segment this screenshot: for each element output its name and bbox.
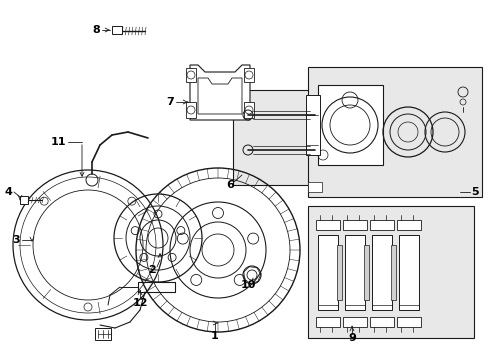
Text: 2: 2: [148, 265, 156, 275]
Bar: [369, 317, 393, 327]
Bar: [317, 235, 337, 310]
Text: 7: 7: [166, 97, 174, 107]
Bar: [307, 67, 481, 197]
Bar: [317, 85, 382, 165]
Text: 11: 11: [50, 137, 65, 147]
Bar: [363, 245, 368, 300]
Bar: [232, 90, 327, 185]
Bar: [307, 182, 321, 192]
Bar: [244, 68, 253, 82]
Bar: [112, 26, 122, 34]
Bar: [185, 102, 196, 118]
Text: 5: 5: [470, 187, 478, 197]
Bar: [371, 235, 391, 310]
Bar: [369, 220, 393, 230]
Text: 3: 3: [12, 235, 20, 245]
Text: 6: 6: [225, 180, 233, 190]
Bar: [185, 68, 196, 82]
Bar: [307, 206, 473, 338]
Text: 1: 1: [211, 331, 219, 341]
Bar: [315, 220, 339, 230]
Text: 10: 10: [240, 280, 255, 290]
Text: 4: 4: [4, 187, 12, 197]
Bar: [244, 102, 253, 118]
Bar: [396, 317, 420, 327]
Text: 9: 9: [347, 333, 355, 343]
Polygon shape: [190, 65, 249, 120]
Bar: [342, 220, 366, 230]
Bar: [95, 328, 111, 340]
Text: 12: 12: [132, 298, 147, 308]
Bar: [390, 245, 395, 300]
Text: 8: 8: [92, 25, 100, 35]
Bar: [398, 235, 418, 310]
Bar: [20, 196, 28, 204]
Bar: [342, 317, 366, 327]
Bar: [315, 317, 339, 327]
Bar: [305, 95, 319, 155]
Bar: [336, 245, 341, 300]
Bar: [345, 235, 364, 310]
Bar: [396, 220, 420, 230]
Polygon shape: [198, 78, 242, 114]
